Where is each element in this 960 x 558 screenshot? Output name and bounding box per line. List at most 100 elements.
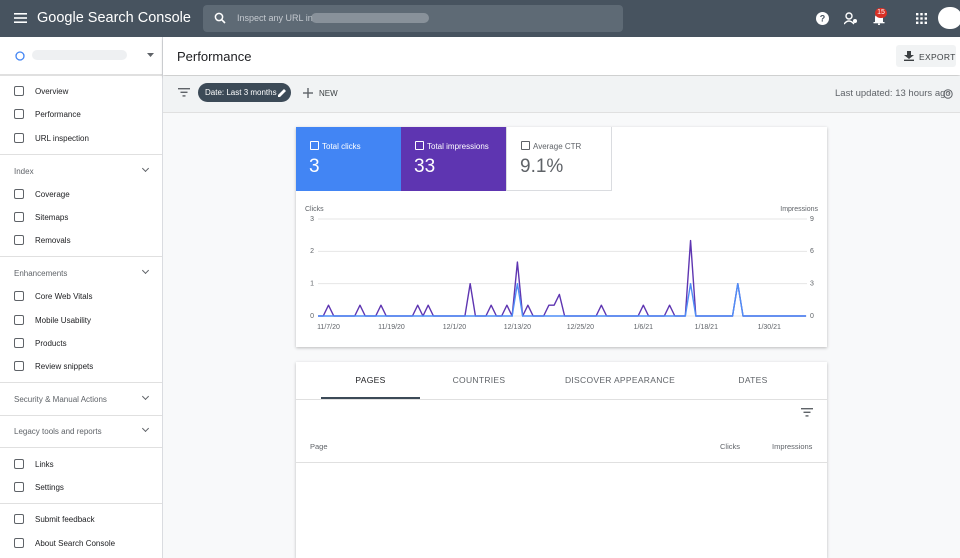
divider <box>0 447 162 448</box>
column-header[interactable]: Impressions <box>772 442 813 451</box>
last-updated: Last updated: 13 hours ago <box>835 88 951 99</box>
x-tick-label: 12/13/20 <box>504 324 531 331</box>
download-icon <box>904 51 914 61</box>
breakdown-card: PAGES COUNTRIES DISCOVER APPEARANCE DATE… <box>296 362 827 558</box>
nav-section[interactable]: Security & Manual Actions <box>14 395 107 404</box>
nav-icon <box>14 361 24 371</box>
account-avatar[interactable] <box>938 7 960 29</box>
y-tick-label: 3 <box>310 216 314 223</box>
divider <box>296 399 827 400</box>
nav-icon <box>14 86 24 96</box>
nav-icon <box>14 212 24 222</box>
x-tick-label: 1/18/21 <box>695 324 718 331</box>
edit-icon <box>278 89 286 97</box>
dropdown-arrow <box>147 53 154 57</box>
nav-item[interactable]: Performance <box>35 110 81 119</box>
metric-card[interactable]: Total impressions 33 <box>401 127 506 191</box>
nav-item[interactable]: Products <box>35 339 67 348</box>
notification-count: 15 <box>875 8 887 18</box>
nav-item[interactable]: Overview <box>35 87 69 96</box>
chart: Clicks Impressions 0 1 2 3 0 3 6 9 11/7/20 11/19/20… <box>305 206 819 331</box>
info-icon[interactable]: ? <box>943 89 953 99</box>
nav-item[interactable]: Mobile Usability <box>35 316 92 325</box>
svg-text:?: ? <box>820 13 826 23</box>
divider <box>0 256 162 257</box>
divider <box>0 382 162 383</box>
url-inspect-search[interactable]: Inspect any URL in <box>203 5 623 32</box>
nav-section[interactable]: Index <box>14 167 34 176</box>
nav-icon <box>14 315 24 325</box>
nav-item[interactable]: Review snippets <box>35 362 94 371</box>
export-button[interactable]: EXPORT <box>896 45 956 67</box>
divider <box>296 462 827 463</box>
nav-item[interactable]: Core Web Vitals <box>35 292 93 301</box>
y-tick-label: 0 <box>310 313 314 320</box>
y2-tick-label: 3 <box>810 281 814 288</box>
y2-tick-label: 9 <box>810 216 814 223</box>
tab[interactable]: PAGES <box>355 375 386 385</box>
nav-icon <box>14 482 24 492</box>
nav-item[interactable]: About Search Console <box>35 539 116 548</box>
nav-item[interactable]: Settings <box>35 483 64 492</box>
divider <box>0 154 162 155</box>
nav-icon <box>14 338 24 348</box>
nav-icon <box>14 235 24 245</box>
tab-indicator <box>321 397 420 399</box>
metric-label: Total clicks <box>322 142 361 151</box>
performance-card: Total clicks 3 Total impressions 33 Aver… <box>296 127 827 347</box>
checkbox <box>415 141 424 150</box>
help-button[interactable]: ? <box>816 12 829 25</box>
filter-button[interactable] <box>178 88 190 97</box>
tab[interactable]: DATES <box>738 375 768 385</box>
new-filter-button[interactable]: NEW <box>319 89 338 98</box>
redacted <box>311 13 429 23</box>
nav-icon <box>14 514 24 524</box>
property-icon <box>15 51 25 61</box>
filter-bar: Date: Last 3 months NEW Last updated: 13… <box>163 76 960 113</box>
nav-icon <box>14 133 24 143</box>
nav-item[interactable]: Removals <box>35 236 71 245</box>
nav-icon <box>14 538 24 548</box>
y2-tick-label: 6 <box>810 248 814 255</box>
redacted <box>32 50 127 60</box>
x-tick-label: 11/7/20 <box>317 324 340 331</box>
svg-text:?: ? <box>946 92 950 98</box>
x-tick-label: 1/6/21 <box>634 324 654 331</box>
sidebar <box>0 37 163 558</box>
date-filter-label: Date: Last 3 months <box>205 88 277 97</box>
page-title: Performance <box>177 49 252 64</box>
property-selector[interactable] <box>0 37 162 76</box>
nav-item[interactable]: Submit feedback <box>35 515 95 524</box>
nav-item[interactable]: Coverage <box>35 190 70 199</box>
metric-card[interactable]: Average CTR 9.1% <box>506 127 612 191</box>
nav-section[interactable]: Enhancements <box>14 269 68 278</box>
column-header[interactable]: Clicks <box>720 442 740 451</box>
users-button[interactable] <box>844 12 858 25</box>
date-filter-chip[interactable]: Date: Last 3 months <box>198 83 291 102</box>
column-header[interactable]: Page <box>310 442 328 451</box>
table-filter-button[interactable] <box>801 408 813 417</box>
nav-item[interactable]: Sitemaps <box>35 213 69 222</box>
menu-button[interactable] <box>14 12 27 24</box>
metric-card[interactable]: Total clicks 3 <box>296 127 401 191</box>
nav-icon <box>14 189 24 199</box>
nav-item[interactable]: Links <box>35 460 54 469</box>
export-label: EXPORT <box>919 52 956 62</box>
search-placeholder: Inspect any URL in <box>237 13 313 23</box>
brand[interactable]: Google Search Console <box>37 10 191 26</box>
checkbox <box>310 141 319 150</box>
nav-item[interactable]: URL inspection <box>35 134 89 143</box>
y-axis-label: Clicks <box>305 206 324 213</box>
apps-button[interactable] <box>916 13 927 24</box>
tab[interactable]: DISCOVER APPEARANCE <box>564 375 676 385</box>
page-header: Performance EXPORT <box>163 37 960 75</box>
nav-section[interactable]: Legacy tools and reports <box>14 427 102 436</box>
checkbox <box>521 141 530 150</box>
tab[interactable]: COUNTRIES <box>452 375 506 385</box>
metric-value: 33 <box>414 156 436 177</box>
x-tick-label: 1/30/21 <box>758 324 781 331</box>
y2-axis-label: Impressions <box>780 206 818 213</box>
y-tick-label: 2 <box>310 248 314 255</box>
metric-label: Total impressions <box>427 142 489 151</box>
